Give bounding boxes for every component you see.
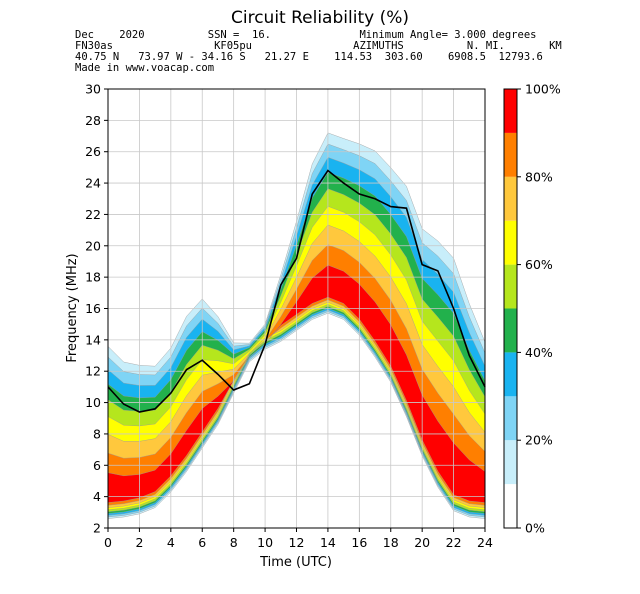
colorbar-tick-label: 20% (525, 433, 553, 448)
y-tick-label: 16 (85, 301, 101, 316)
y-tick-label: 14 (85, 332, 101, 347)
colorbar-swatch-20-30 (504, 396, 517, 441)
colorbar-swatch-90-100 (504, 89, 517, 133)
header-line-credit: Made in www.voacap.com (75, 62, 215, 74)
x-tick-label: 10 (257, 535, 273, 550)
x-tick-label: 18 (383, 535, 399, 550)
colorbar-tick-label: 60% (525, 257, 553, 272)
colorbar-swatch-10-20 (504, 440, 517, 485)
y-tick-label: 4 (93, 489, 101, 504)
colorbar (503, 88, 518, 529)
chart-title: Circuit Reliability (%) (230, 8, 409, 28)
y-tick-label: 30 (85, 82, 101, 97)
x-tick-label: 8 (230, 535, 238, 550)
y-tick-label: 10 (85, 395, 101, 410)
y-tick-label: 20 (85, 238, 101, 253)
x-tick-label: 12 (289, 535, 305, 550)
x-tick-label: 14 (320, 535, 336, 550)
colorbar-tick-label: 0% (525, 521, 545, 536)
x-tick-label: 24 (477, 535, 493, 550)
colorbar-ticks: 0% 20% 40% 60% 80% 100% (517, 82, 561, 536)
colorbar-frame (503, 88, 518, 529)
y-tick-label: 22 (85, 207, 101, 222)
colorbar-tick-label: 80% (525, 169, 553, 184)
x-axis-ticks: 0 2 4 6 8 10 12 14 16 18 20 22 24 (104, 528, 493, 550)
x-tick-label: 0 (104, 535, 112, 550)
x-tick-label: 16 (351, 535, 367, 550)
y-tick-label: 28 (85, 113, 101, 128)
colorbar-swatch-40-50 (504, 308, 517, 353)
colorbar-swatch-80-90 (504, 132, 517, 177)
colorbar-swatch-30-40 (504, 352, 517, 397)
colorbar-swatch-70-80 (504, 176, 517, 221)
colorbar-swatch-0-10 (504, 484, 517, 528)
x-axis-label: Time (UTC) (259, 555, 332, 570)
y-tick-label: 18 (85, 270, 101, 285)
y-tick-label: 12 (85, 364, 101, 379)
colorbar-tick-label: 100% (525, 82, 561, 97)
muf-line (107, 169, 486, 413)
y-tick-label: 6 (93, 458, 101, 473)
y-tick-label: 26 (85, 144, 101, 159)
y-tick-label: 24 (85, 176, 101, 191)
x-tick-label: 2 (135, 535, 143, 550)
header-line-stations: FN30as KF05pu AZIMUTHS N. MI. KM (75, 40, 562, 52)
x-tick-label: 4 (167, 535, 175, 550)
colorbar-swatch-50-60 (504, 264, 517, 309)
x-tick-label: 6 (198, 535, 206, 550)
y-tick-label: 8 (93, 426, 101, 441)
y-tick-label: 2 (93, 521, 101, 536)
header-line-coordinates: 40.75 N 73.97 W - 34.16 S 21.27 E 114.53… (75, 51, 543, 63)
header-line-date-ssn: Dec 2020 SSN = 16. Minimum Angle= 3.000 … (75, 29, 537, 41)
colorbar-tick-label: 40% (525, 345, 553, 360)
x-tick-label: 22 (446, 535, 462, 550)
x-tick-label: 20 (414, 535, 430, 550)
colorbar-swatch-60-70 (504, 220, 517, 265)
y-axis-label: Frequency (MHz) (65, 253, 80, 362)
